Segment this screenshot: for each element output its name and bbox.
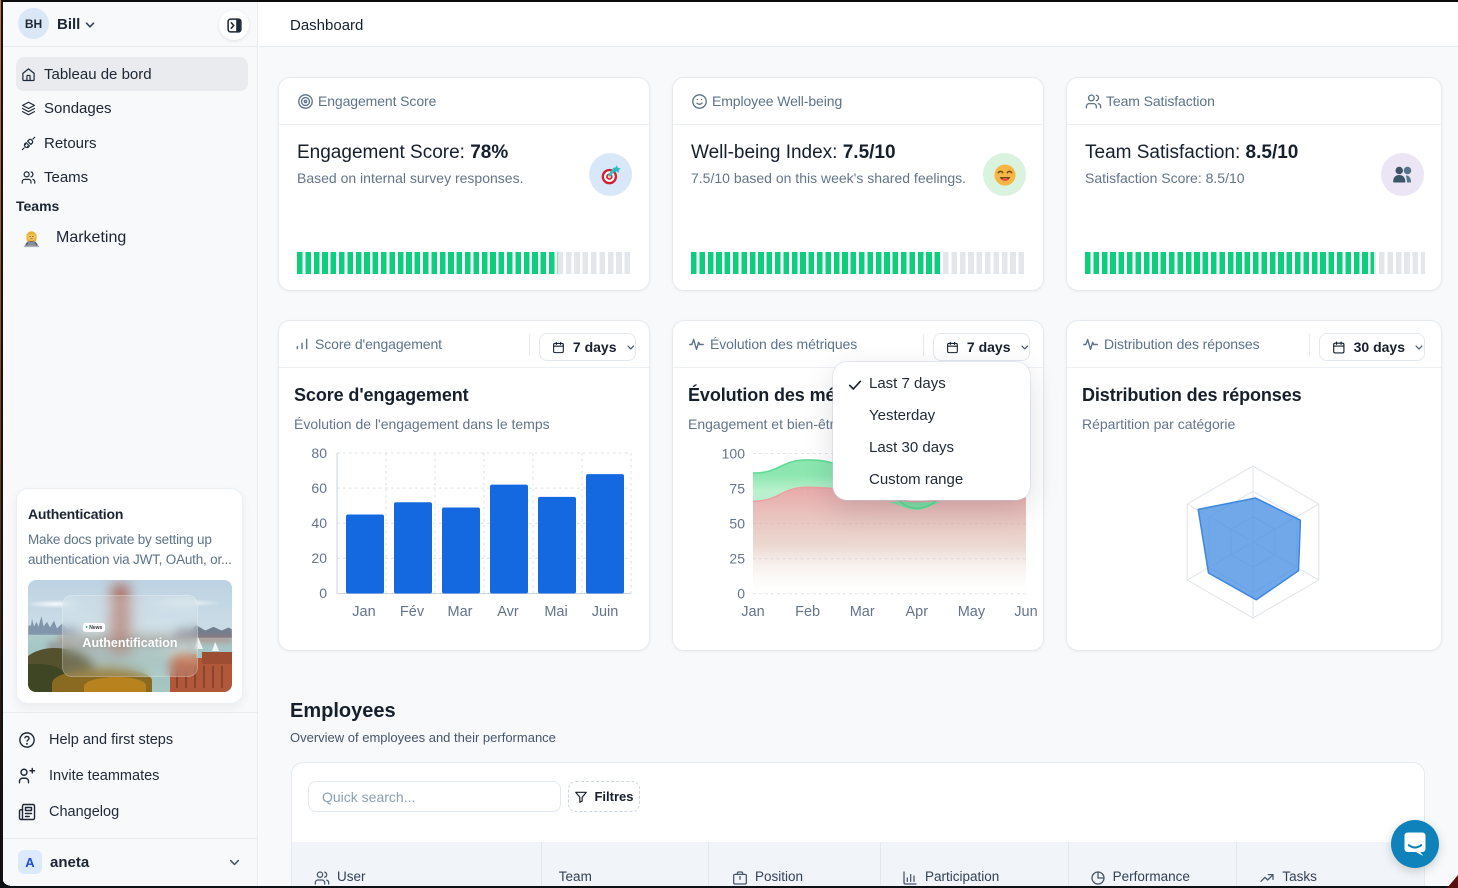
svg-text:Fév: Fév: [400, 604, 425, 620]
svg-text:75: 75: [729, 481, 745, 497]
svg-text:Mar: Mar: [850, 604, 875, 620]
svg-text:25: 25: [729, 551, 745, 567]
svg-text:20: 20: [311, 550, 327, 566]
svg-text:Avr: Avr: [497, 604, 519, 620]
svg-text:Jan: Jan: [741, 604, 764, 620]
svg-text:Jan: Jan: [352, 604, 375, 620]
svg-text:40: 40: [311, 515, 327, 531]
svg-text:80: 80: [311, 445, 327, 461]
svg-text:50: 50: [729, 516, 745, 532]
svg-text:60: 60: [311, 480, 327, 496]
svg-text:Feb: Feb: [795, 604, 820, 620]
svg-text:0: 0: [737, 586, 745, 602]
svg-text:100: 100: [722, 446, 746, 462]
svg-text:Juin: Juin: [592, 604, 619, 620]
svg-text:Mar: Mar: [448, 604, 473, 620]
svg-text:Apr: Apr: [906, 604, 929, 620]
svg-text:May: May: [958, 604, 986, 620]
svg-text:0: 0: [319, 585, 327, 601]
svg-text:Jun: Jun: [1014, 604, 1037, 620]
svg-text:Mai: Mai: [544, 604, 567, 620]
